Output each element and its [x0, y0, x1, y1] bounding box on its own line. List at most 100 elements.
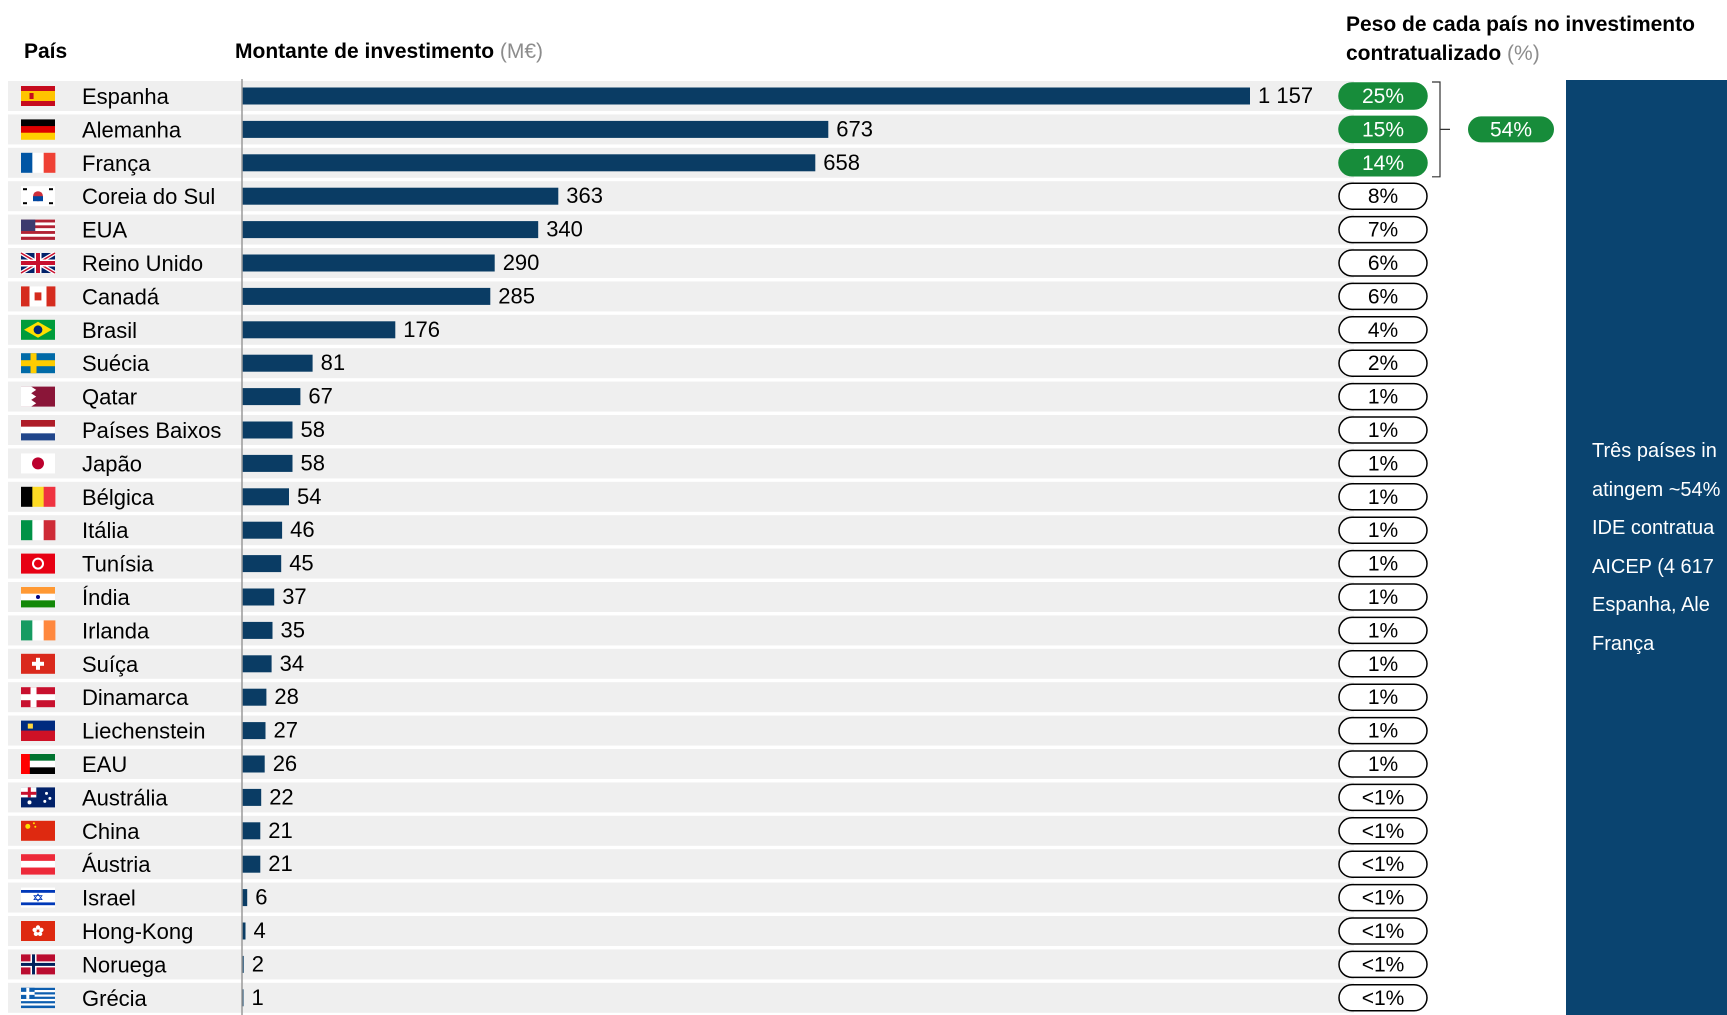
bar-chart: Espanha 1 157 25%Alemanha 673 15%França 658 14…	[0, 0, 1566, 1015]
share-label: 14%	[1362, 152, 1404, 175]
row-background	[8, 315, 1354, 345]
share-label: 1%	[1368, 452, 1398, 475]
value-label: 58	[301, 450, 325, 475]
value-label: 27	[274, 718, 298, 743]
bar	[242, 622, 273, 639]
country-label: Suécia	[82, 351, 150, 376]
share-label: <1%	[1362, 820, 1405, 843]
share-label: 1%	[1368, 553, 1398, 576]
country-label: China	[82, 819, 140, 844]
value-label: 1 157	[1258, 83, 1313, 108]
value-label: 46	[290, 517, 314, 542]
spain-flag-icon	[21, 86, 55, 106]
share-label: 25%	[1362, 85, 1404, 108]
share-label: 1%	[1368, 386, 1398, 409]
row-background	[8, 749, 1354, 779]
country-label: Irlanda	[82, 618, 150, 643]
bar	[242, 655, 272, 672]
value-label: 1	[252, 985, 264, 1010]
bar	[242, 255, 495, 272]
italy-flag-icon	[21, 520, 55, 540]
row-background	[8, 782, 1354, 812]
bar	[242, 856, 260, 873]
country-label: Índia	[82, 585, 130, 610]
share-label: <1%	[1362, 920, 1405, 943]
value-label: 21	[268, 851, 292, 876]
brazil-flag-icon	[21, 320, 55, 340]
value-label: 54	[297, 484, 321, 509]
country-label: Suíça	[82, 652, 139, 677]
value-label: 67	[308, 384, 332, 409]
country-label: EUA	[82, 218, 128, 243]
share-label: 1%	[1368, 686, 1398, 709]
country-label: Áustria	[82, 852, 151, 877]
value-label: 58	[301, 417, 325, 442]
share-label: 4%	[1368, 319, 1398, 342]
country-label: Canadá	[82, 284, 160, 309]
canada-flag-icon	[21, 286, 55, 306]
row-background	[8, 849, 1354, 879]
share-label: 7%	[1368, 219, 1398, 242]
bar	[242, 756, 265, 773]
value-label: 81	[321, 350, 345, 375]
country-label: Qatar	[82, 385, 137, 410]
south-korea-flag-icon	[21, 186, 55, 206]
qatar-flag-icon	[21, 387, 55, 407]
share-label: 15%	[1362, 118, 1404, 141]
uae-flag-icon	[21, 754, 55, 774]
row-background	[8, 515, 1354, 545]
row-background	[8, 649, 1354, 679]
row-background	[8, 549, 1354, 579]
value-label: 22	[269, 784, 293, 809]
share-label: 1%	[1368, 519, 1398, 542]
row-background	[8, 949, 1354, 979]
value-label: 658	[823, 150, 860, 175]
share-label: 1%	[1368, 653, 1398, 676]
share-label: 1%	[1368, 586, 1398, 609]
share-label: 6%	[1368, 285, 1398, 308]
share-label: 6%	[1368, 252, 1398, 275]
country-label: Noruega	[82, 952, 167, 977]
row-background	[8, 682, 1354, 712]
usa-flag-icon	[21, 220, 55, 240]
country-label: Bélgica	[82, 485, 155, 510]
bar	[242, 88, 1250, 105]
row-background	[8, 248, 1354, 278]
bar	[242, 154, 815, 171]
bar	[242, 722, 266, 739]
bar	[242, 689, 266, 706]
row-background	[8, 215, 1354, 245]
uk-flag-icon	[21, 253, 55, 273]
row-background	[8, 582, 1354, 612]
share-label: <1%	[1362, 953, 1405, 976]
netherlands-flag-icon	[21, 420, 55, 440]
bar	[242, 589, 274, 606]
country-label: Dinamarca	[82, 685, 189, 710]
ireland-flag-icon	[21, 620, 55, 640]
country-label: Itália	[82, 518, 129, 543]
australia-flag-icon	[21, 787, 55, 807]
side-panel-text: Três países in atingem ~54% IDE contratu…	[1592, 432, 1727, 663]
bar	[242, 555, 281, 572]
row-background	[8, 883, 1354, 913]
value-label: 28	[274, 684, 298, 709]
country-label: EAU	[82, 752, 127, 777]
share-label: 1%	[1368, 720, 1398, 743]
bar	[242, 822, 260, 839]
india-flag-icon	[21, 587, 55, 607]
value-label: 21	[268, 818, 292, 843]
country-label: Alemanha	[82, 117, 182, 142]
country-label: Hong-Kong	[82, 919, 193, 944]
value-label: 37	[282, 584, 306, 609]
china-flag-icon	[21, 821, 55, 841]
country-label: Brasil	[82, 318, 137, 343]
bar	[242, 422, 293, 439]
value-label: 35	[281, 617, 305, 642]
group-bracket	[1432, 82, 1450, 177]
norway-flag-icon	[21, 954, 55, 974]
share-label: 1%	[1368, 486, 1398, 509]
hong-kong-flag-icon	[21, 921, 55, 941]
country-label: Israel	[82, 886, 136, 911]
country-label: Austrália	[82, 785, 168, 810]
belgium-flag-icon	[21, 487, 55, 507]
